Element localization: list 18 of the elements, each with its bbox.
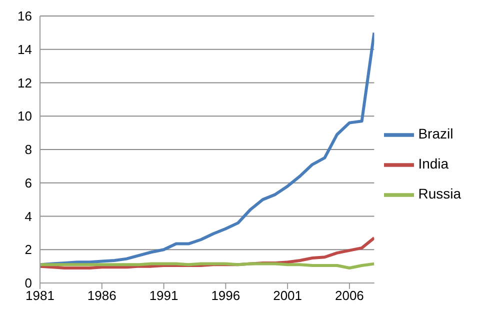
- x-tick-label: 1991: [149, 288, 178, 304]
- x-tick-label: 1996: [211, 288, 240, 304]
- y-tick-label: 8: [24, 142, 32, 158]
- legend-label: Russia: [418, 185, 461, 202]
- x-tick-label: 2006: [334, 288, 364, 304]
- y-tick-label: 10: [18, 108, 32, 124]
- legend-label: India: [418, 155, 449, 172]
- legend-label: Brazil: [418, 125, 454, 142]
- y-tick-label: 4: [24, 208, 32, 224]
- y-tick-label: 12: [18, 75, 32, 90]
- x-tick-label: 2001: [273, 288, 302, 304]
- x-tick-label: 1981: [26, 288, 54, 304]
- x-tick-label: 1986: [87, 288, 116, 304]
- y-tick-label: 14: [18, 42, 32, 57]
- y-tick-label: 0: [24, 276, 32, 291]
- y-tick-label: 2: [24, 242, 32, 258]
- y-tick-label: 6: [24, 175, 32, 190]
- y-tick-label: 16: [18, 8, 32, 24]
